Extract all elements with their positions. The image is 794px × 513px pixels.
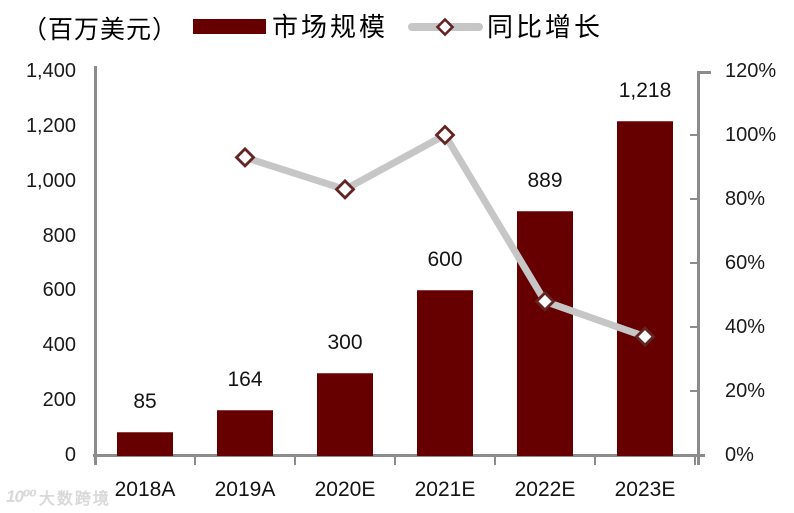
legend-label-market-size: 市场规模 bbox=[272, 13, 389, 42]
bar-value-label: 1,218 bbox=[618, 78, 672, 102]
watermark: 10⁰⁰ 大数跨境 bbox=[6, 486, 111, 508]
x-axis-label-2020E: 2020E bbox=[314, 478, 376, 501]
yoy-growth-line bbox=[241, 131, 649, 341]
y-axis-label-left: 1,000 bbox=[25, 169, 76, 192]
diamond-marker-icon bbox=[435, 17, 455, 37]
y-axis-label-left: 1,400 bbox=[25, 60, 76, 82]
y-axis-label-right: 80% bbox=[725, 188, 766, 210]
bar-2022E bbox=[517, 211, 573, 456]
diamond-marker-icon bbox=[334, 178, 356, 200]
x-axis-label-2021E: 2021E bbox=[414, 478, 476, 501]
yoy-growth-line-layer bbox=[234, 124, 656, 348]
x-axis-tick bbox=[693, 455, 697, 465]
x-axis-tick bbox=[293, 455, 297, 465]
bar-value-label: 164 bbox=[227, 368, 263, 391]
right-axis-tick bbox=[690, 261, 698, 265]
diamond-marker-icon bbox=[234, 146, 256, 168]
y-axis-label-left: 1,200 bbox=[25, 114, 76, 137]
x-axis-tick bbox=[593, 455, 597, 465]
right-axis-tick bbox=[690, 197, 698, 201]
market-size-bar-swatch bbox=[193, 19, 266, 34]
bar-value-label: 85 bbox=[133, 389, 157, 413]
y-axis-label-right: 100% bbox=[725, 124, 777, 146]
y-axis-label-left: 400 bbox=[42, 334, 76, 357]
y-axis-label-right: 60% bbox=[725, 252, 766, 274]
bar-value-label: 889 bbox=[527, 169, 563, 193]
bar-2019A bbox=[217, 410, 273, 456]
y-axis-label-left: 0 bbox=[64, 444, 76, 466]
bar-value-label: 300 bbox=[327, 330, 363, 354]
bar-2023E bbox=[617, 120, 673, 456]
x-axis-tick bbox=[193, 455, 197, 465]
bar-2018A bbox=[117, 431, 173, 456]
watermark-text: 大数跨境 bbox=[38, 491, 111, 508]
x-axis-tick bbox=[393, 455, 397, 465]
x-axis-label-2022E: 2022E bbox=[514, 478, 576, 501]
legend-label-yoy-growth: 同比增长 bbox=[487, 13, 604, 42]
diamond-marker-icon bbox=[435, 17, 455, 37]
right-axis-tick bbox=[690, 325, 698, 329]
x-axis-baseline bbox=[93, 453, 705, 457]
left-axis-spine bbox=[93, 66, 97, 465]
right-axis-spine bbox=[697, 71, 700, 465]
x-axis-label-2023E: 2023E bbox=[614, 478, 676, 501]
right-axis-top-tick bbox=[697, 71, 711, 74]
right-axis-tick bbox=[690, 389, 698, 393]
x-axis-label-2018A: 2018A bbox=[114, 478, 176, 501]
bar-value-label: 600 bbox=[427, 248, 463, 272]
x-axis-label-2019A: 2019A bbox=[214, 478, 276, 501]
y-axis-label-right: 40% bbox=[725, 316, 766, 338]
y-axis-label-right: 120% bbox=[725, 60, 777, 82]
right-axis-tick bbox=[690, 133, 698, 137]
diamond-marker-icon bbox=[634, 326, 656, 348]
bar-2021E bbox=[417, 290, 473, 456]
y-axis-label-left: 200 bbox=[42, 389, 76, 412]
bar-2020E bbox=[317, 372, 373, 456]
diamond-marker-icon bbox=[534, 290, 556, 312]
y-axis-label-right: 20% bbox=[725, 380, 766, 402]
diamond-marker-icon bbox=[434, 124, 456, 146]
x-axis-tick bbox=[93, 455, 97, 465]
y-axis-label-left: 800 bbox=[42, 224, 76, 247]
axis-unit-label: （百万美元） bbox=[22, 17, 179, 44]
x-axis-tick bbox=[493, 455, 497, 465]
y-axis-label-left: 600 bbox=[42, 279, 76, 302]
watermark-logo-icon: 10⁰⁰ bbox=[6, 487, 37, 506]
y-axis-label-right: 0% bbox=[725, 444, 754, 466]
